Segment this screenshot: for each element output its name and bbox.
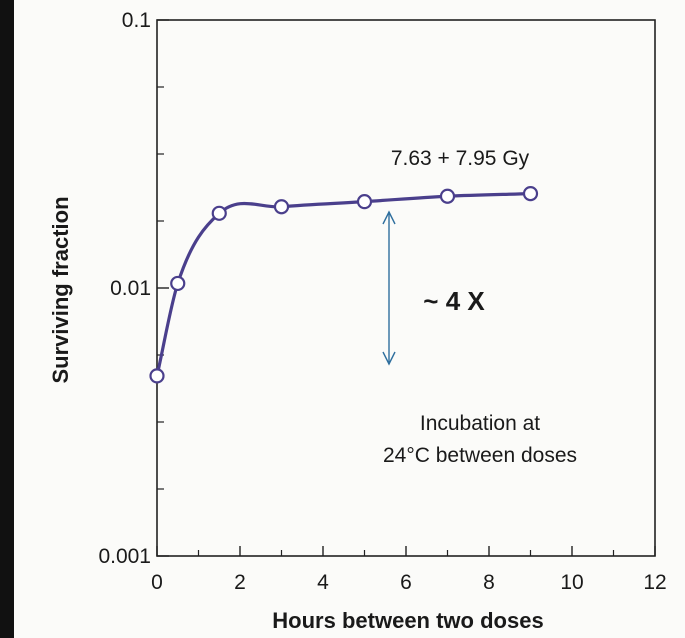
chart-canvas: 0 2 4 6 8 10 12 0.1 0.01 0.001 7.63 + 7.95 Gy ~ 4… (14, 0, 685, 638)
axes (156, 19, 656, 557)
arrow-head-up (382, 210, 396, 225)
incubation-label-line1: Incubation at (420, 412, 540, 435)
ticks (156, 19, 656, 557)
y-tick-label: 0.01 (110, 277, 151, 300)
x-tick-label: 6 (400, 571, 412, 594)
series-curve (155, 192, 533, 378)
x-tick-label: 0 (151, 571, 163, 594)
y-tick-label: 0.001 (98, 545, 151, 568)
data-point (439, 188, 456, 204)
data-point (273, 199, 290, 215)
dose-label: 7.63 + 7.95 Gy (391, 147, 530, 170)
y-tick-label: 0.1 (122, 9, 151, 32)
x-tick-label: 12 (643, 571, 666, 594)
data-point (356, 194, 373, 210)
y-axis-label: Surviving fraction (48, 196, 73, 383)
x-tick-label: 8 (483, 571, 495, 594)
plot-frame (156, 19, 656, 557)
x-tick-label: 10 (560, 571, 583, 594)
ratio-label: ~ 4 X (423, 286, 485, 316)
x-tick-label: 4 (317, 571, 329, 594)
data-point (170, 275, 186, 292)
data-points (149, 186, 539, 384)
arrow-head-down (382, 351, 396, 366)
ratio-arrow (382, 210, 396, 366)
data-point (522, 186, 539, 202)
tick-labels: 0 2 4 6 8 10 12 0.1 0.01 0.001 (98, 9, 666, 594)
incubation-label-line2: 24°C between doses (383, 444, 577, 467)
data-point (211, 205, 227, 221)
survival-chart: 0 2 4 6 8 10 12 0.1 0.01 0.001 7.63 + 7.95 Gy ~ 4… (48, 9, 667, 633)
data-point (149, 368, 165, 384)
survival-curve (155, 192, 533, 378)
x-axis-label: Hours between two doses (272, 608, 543, 633)
x-tick-label: 2 (234, 571, 246, 594)
